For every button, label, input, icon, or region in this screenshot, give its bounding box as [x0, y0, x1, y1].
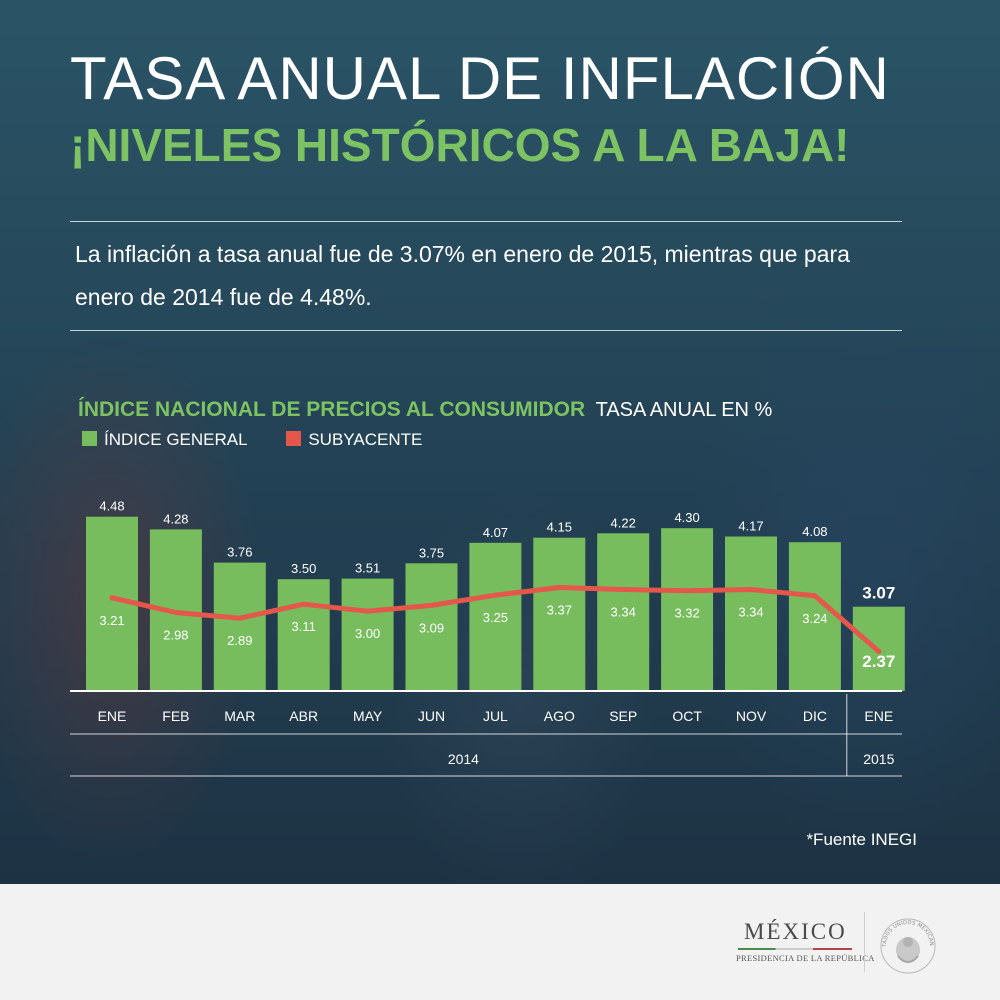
- point-subyacente-11: [812, 593, 818, 599]
- month-label-9: OCT: [672, 708, 702, 724]
- chart-title: ÍNDICE NACIONAL DE PRECIOS AL CONSUMIDOR: [78, 398, 586, 421]
- label-general-7: 4.15: [547, 520, 572, 535]
- bar-general-5: [405, 563, 458, 691]
- presidencia-caption: PRESIDENCIA DE LA REPÚBLICA: [736, 953, 875, 963]
- label-subyacente-5: 3.09: [419, 620, 444, 635]
- point-subyacente-4: [365, 608, 371, 614]
- month-label-4: MAY: [353, 708, 383, 724]
- bar-general-3: [277, 579, 330, 691]
- bar-general-7: [533, 537, 586, 691]
- month-label-6: JUL: [483, 708, 508, 724]
- point-subyacente-0: [109, 595, 115, 601]
- inflation-chart: 4.48 4.28 3.76 3.50 3.51 3.75 4.07 4.15 4.22 4.30…: [70, 499, 905, 777]
- month-label-11: DIC: [803, 708, 827, 724]
- legend-swatch-subyacente: [286, 431, 302, 446]
- month-label-10: NOV: [736, 708, 767, 724]
- month-label-2: MAR: [224, 708, 255, 724]
- month-label-7: AGO: [544, 708, 575, 724]
- label-subyacente-6: 3.25: [483, 610, 508, 625]
- label-subyacente-9: 3.32: [674, 606, 699, 621]
- point-subyacente-2: [237, 615, 243, 621]
- logo-divider: [864, 912, 865, 972]
- chart-heading: ÍNDICE NACIONAL DE PRECIOS AL CONSUMIDOR…: [78, 398, 772, 422]
- label-general-4: 3.51: [355, 561, 380, 576]
- mexico-logo-wordmark: MÉXICO: [744, 919, 847, 944]
- point-subyacente-3: [301, 601, 307, 607]
- bar-general-10: [725, 536, 777, 691]
- label-subyacente-0: 3.21: [99, 613, 124, 628]
- point-subyacente-8: [620, 587, 626, 592]
- label-subyacente-11: 3.24: [802, 611, 827, 626]
- label-subyacente-12: 2.37: [862, 652, 895, 671]
- main-title: TASA ANUAL DE INFLACIÓN: [70, 45, 890, 112]
- point-subyacente-9: [684, 588, 690, 594]
- month-label-1: FEB: [162, 708, 189, 724]
- bar-general-11: [788, 542, 841, 691]
- label-general-0: 4.48: [99, 499, 124, 514]
- point-subyacente-7: [556, 585, 562, 590]
- label-subyacente-1: 2.98: [163, 628, 188, 643]
- top-divider: [70, 221, 902, 222]
- point-subyacente-12: [876, 648, 882, 654]
- legend-label-general: ÍNDICE GENERAL: [104, 430, 248, 449]
- main-subtitle: ¡NIVELES HISTÓRICOS A LA BAJA!: [70, 119, 850, 171]
- bar-general-4: [341, 578, 394, 691]
- point-subyacente-6: [492, 592, 498, 598]
- summary-text: La inflación a tasa anual fue de 3.07% e…: [75, 241, 850, 310]
- label-subyacente-8: 3.34: [611, 605, 636, 620]
- month-label-12: ENE: [864, 708, 893, 724]
- label-general-10: 4.17: [738, 519, 763, 534]
- point-subyacente-1: [173, 610, 179, 615]
- chart-legend: ÍNDICE GENERAL SUBYACENTE: [82, 430, 456, 450]
- month-label-8: SEP: [609, 708, 637, 724]
- bar-general-6: [469, 542, 522, 691]
- logo-color-bar: [738, 948, 852, 950]
- point-subyacente-10: [748, 587, 754, 592]
- year-label-1: 2015: [863, 751, 894, 767]
- poster-background: [0, 0, 1000, 884]
- label-general-12: 3.07: [862, 584, 895, 603]
- footer: [0, 884, 1000, 1000]
- month-label-5: JUN: [418, 708, 445, 724]
- label-general-8: 4.22: [611, 515, 636, 530]
- label-general-9: 4.30: [674, 510, 699, 525]
- chart-unit-label: TASA ANUAL EN %: [595, 399, 773, 421]
- label-general-5: 3.75: [419, 545, 444, 560]
- month-label-3: ABR: [289, 708, 318, 724]
- legend-label-subyacente: SUBYACENTE: [308, 430, 423, 449]
- label-subyacente-7: 3.37: [547, 603, 572, 618]
- legend-swatch-general: [82, 431, 97, 446]
- label-general-1: 4.28: [163, 511, 188, 526]
- source-note: *Fuente INEGI: [806, 830, 917, 849]
- bar-general-8: [597, 533, 650, 691]
- bar-general-9: [661, 528, 714, 691]
- point-subyacente-5: [429, 602, 434, 608]
- national-seal-icon: ESTADOS UNIDOS MEXICANOS: [876, 912, 936, 974]
- month-label-0: ENE: [98, 708, 127, 724]
- label-subyacente-3: 3.11: [292, 619, 316, 634]
- year-label-0: 2014: [448, 751, 479, 767]
- label-general-11: 4.08: [802, 524, 827, 539]
- legend-item-subyacente: SUBYACENTE: [286, 430, 422, 450]
- bar-general-2: [213, 562, 266, 691]
- label-subyacente-2: 2.89: [227, 633, 252, 648]
- label-subyacente-4: 3.00: [355, 626, 380, 641]
- label-general-3: 3.50: [291, 561, 316, 576]
- label-subyacente-10: 3.34: [738, 605, 763, 620]
- label-general-6: 4.07: [483, 525, 508, 540]
- label-general-2: 3.76: [227, 545, 252, 560]
- bottom-divider: [70, 330, 902, 331]
- legend-item-general: ÍNDICE GENERAL: [82, 430, 248, 450]
